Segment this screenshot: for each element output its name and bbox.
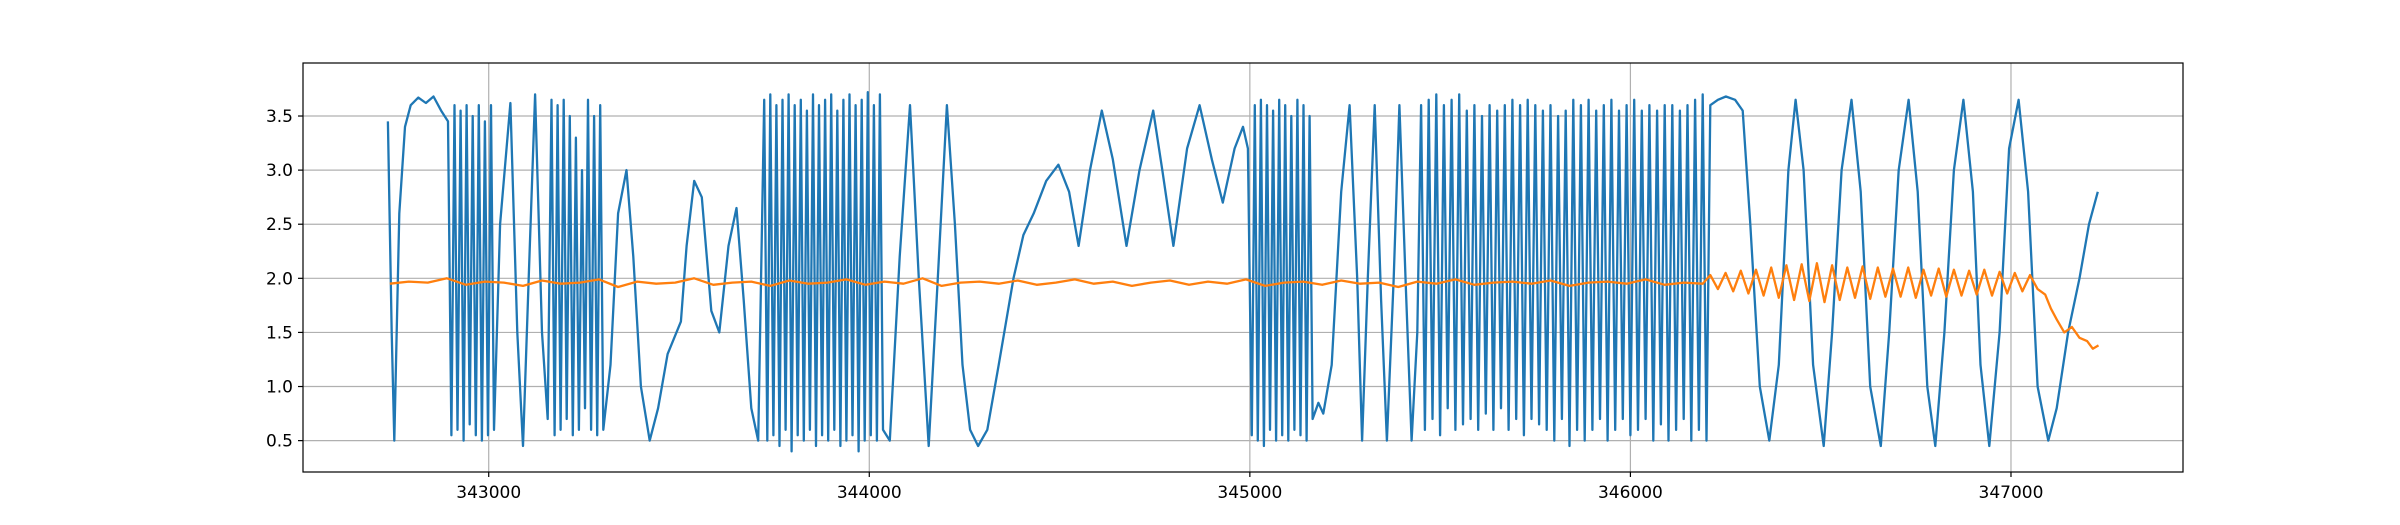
y-tick-label: 3.5	[266, 107, 293, 127]
x-tick-label: 344000	[837, 483, 902, 503]
y-tick-label: 0.5	[266, 432, 293, 452]
x-tick-label: 347000	[1979, 483, 2044, 503]
y-tick-label: 2.0	[266, 269, 293, 289]
x-tick-label: 346000	[1598, 483, 1663, 503]
y-tick-label: 2.5	[266, 215, 293, 235]
plot-frame	[302, 62, 2184, 473]
x-tick-label: 345000	[1217, 483, 1282, 503]
y-tick-label: 3.0	[266, 161, 293, 181]
y-tick-label: 1.0	[266, 378, 293, 398]
series-line	[386, 91, 2099, 453]
x-tick-label: 343000	[456, 483, 521, 503]
series-line	[389, 262, 2100, 350]
y-tick-label: 1.5	[266, 323, 293, 343]
